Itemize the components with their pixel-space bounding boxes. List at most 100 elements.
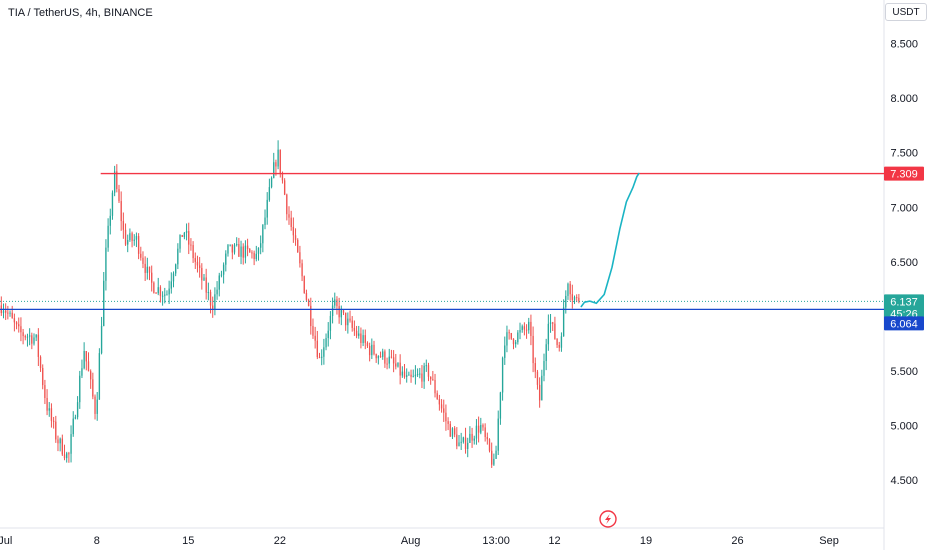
candle-body [538, 384, 541, 401]
candle-body [552, 322, 554, 324]
candle-body [76, 402, 79, 418]
candle-body [11, 312, 13, 319]
candle-body [388, 356, 390, 364]
candle-body [83, 351, 85, 369]
candle-body [321, 356, 323, 358]
candle-body [39, 356, 42, 368]
candle-body [214, 294, 216, 310]
resistance-price-tag-bg [884, 166, 924, 181]
candle-body [425, 365, 427, 367]
candle-body [205, 277, 207, 293]
candle-body [238, 244, 240, 257]
candle-body [331, 305, 334, 316]
projection-path[interactable] [580, 172, 640, 308]
candle-body [177, 248, 179, 265]
candle-body [155, 292, 157, 294]
candle-body [423, 365, 425, 382]
candle-body [259, 243, 262, 248]
candle-body [571, 294, 574, 300]
candle-body [240, 246, 242, 257]
candle-body [467, 442, 469, 449]
candle-body [469, 433, 471, 443]
candle-body [72, 418, 74, 435]
x-tick-label: 19 [640, 535, 652, 547]
candle-body [275, 162, 277, 167]
candle-body [375, 354, 377, 359]
candle-body [523, 326, 526, 330]
candle-body [386, 363, 388, 365]
candle-body [135, 236, 138, 240]
candle-body [506, 332, 508, 346]
y-tick-label: 4.500 [890, 475, 918, 487]
candle-body [92, 379, 94, 397]
resistance-price-label: 7.309 [890, 169, 918, 181]
candle-body [351, 320, 353, 328]
candle-body [528, 321, 530, 331]
candle-body [347, 318, 349, 326]
candle-body [242, 246, 244, 258]
candle-body [153, 282, 155, 293]
y-tick-label: 8.500 [890, 39, 918, 51]
candle-body [120, 201, 122, 222]
candle-body [371, 344, 373, 356]
candle-body [13, 318, 16, 323]
candle-body [491, 450, 493, 465]
candle-body [266, 199, 268, 218]
candle-body [18, 324, 20, 327]
candle-body [451, 428, 454, 437]
x-tick-label: Jul [0, 535, 12, 547]
candle-body [181, 234, 183, 237]
candle-body [246, 245, 249, 250]
candle-body [486, 436, 489, 440]
candle-body [292, 226, 295, 236]
candle-body [42, 367, 44, 386]
candle-body [303, 276, 305, 294]
candle-body [233, 244, 236, 253]
lightning-icon[interactable] [599, 510, 617, 528]
candle-body [299, 252, 301, 264]
candle-body [499, 392, 502, 419]
candle-body [473, 438, 475, 441]
candle-body [532, 335, 534, 364]
candle-body [148, 266, 151, 273]
candle-body [382, 351, 384, 357]
y-tick-label: 5.500 [890, 366, 918, 378]
candles-group [0, 140, 580, 468]
time-axis[interactable]: Jul 8 15 22 Aug 13:00 12 19 26 Sep [0, 535, 839, 547]
candle-body [74, 417, 77, 419]
candle-body [111, 192, 114, 216]
candle-body [107, 225, 109, 248]
candle-body [229, 244, 231, 246]
candle-body [342, 310, 345, 313]
candle-body [521, 326, 523, 331]
x-tick-label: Aug [401, 535, 421, 547]
candle-body [495, 450, 497, 459]
x-tick-label: 26 [731, 535, 743, 547]
candle-body [4, 310, 7, 313]
candle-body [15, 322, 18, 325]
candle-body [55, 421, 57, 440]
candle-body [20, 326, 22, 333]
candle-body [140, 253, 142, 258]
candle-body [207, 292, 210, 294]
candle-body [305, 293, 308, 300]
candle-body [514, 342, 517, 345]
price-axis[interactable]: 4.5005.0005.5006.0006.5007.0007.5008.000… [890, 39, 918, 487]
candle-body [458, 442, 460, 447]
candle-body [270, 177, 273, 188]
candle-body [338, 306, 340, 318]
currency-button[interactable]: USDT [885, 3, 927, 21]
candle-body [353, 327, 356, 331]
levels-group [0, 172, 884, 311]
candle-body [31, 335, 33, 344]
y-tick-label: 6.500 [890, 257, 918, 269]
candle-body [334, 299, 336, 306]
y-tick-label: 7.000 [890, 202, 918, 214]
candle-body [201, 267, 203, 281]
candle-body [94, 396, 96, 414]
candle-body [22, 332, 24, 337]
candle-body [377, 356, 380, 359]
candle-body [209, 292, 212, 306]
